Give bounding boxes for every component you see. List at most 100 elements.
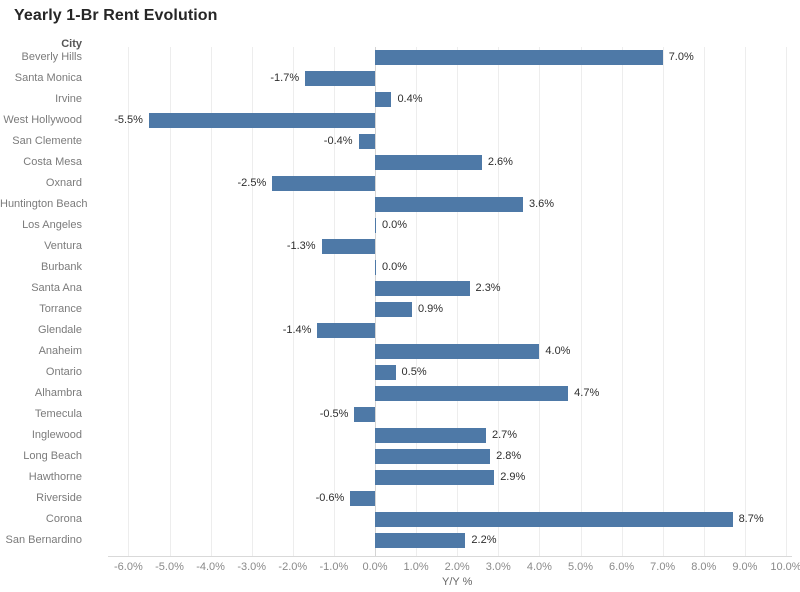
bar[interactable] (375, 50, 663, 65)
bar[interactable] (375, 428, 486, 443)
bar[interactable] (358, 134, 375, 149)
axis-tick-label: 10.0% (770, 561, 800, 573)
value-label: -0.6% (315, 492, 345, 504)
city-label: Long Beach (23, 450, 82, 462)
city-label: Temecula (34, 408, 82, 420)
bar[interactable] (375, 470, 495, 485)
bar[interactable] (375, 218, 376, 233)
city-label: San Clemente (12, 135, 82, 147)
bar[interactable] (354, 407, 375, 422)
zero-gridline (375, 47, 376, 556)
city-label: Alhambra (34, 387, 82, 399)
axis-tick-label: -4.0% (196, 561, 225, 573)
bar[interactable] (350, 491, 375, 506)
city-label: Torrance (39, 303, 82, 315)
bar[interactable] (375, 386, 569, 401)
value-label: -5.5% (114, 114, 143, 126)
gridline (128, 47, 130, 556)
axis-tick-label: 5.0% (567, 561, 594, 573)
city-label: West Hollywood (3, 114, 82, 126)
gridline (169, 47, 171, 556)
bar[interactable] (375, 281, 470, 296)
value-label: 7.0% (668, 51, 694, 63)
gridline (498, 47, 500, 556)
value-label: -2.5% (237, 177, 267, 189)
bar[interactable] (317, 323, 375, 338)
value-label: 0.0% (382, 219, 408, 231)
axis-tick-label: 2.0% (444, 561, 470, 573)
value-label: 0.5% (401, 366, 427, 378)
city-label: Burbank (41, 261, 82, 273)
gridline (292, 47, 294, 556)
gridline (744, 47, 746, 556)
city-label: Ventura (44, 240, 82, 252)
city-label: Oxnard (45, 177, 82, 189)
gridline (580, 47, 582, 556)
value-label: 2.9% (500, 471, 526, 483)
bar[interactable] (375, 92, 392, 107)
gridline (457, 47, 459, 556)
city-label: Inglewood (31, 429, 82, 441)
value-label: 8.7% (738, 513, 764, 525)
axis-tick-label: -6.0% (114, 561, 143, 573)
city-label: Santa Ana (31, 282, 82, 294)
x-axis-line (108, 556, 792, 557)
value-label: 2.3% (475, 282, 501, 294)
bar[interactable] (375, 449, 491, 464)
bar[interactable] (148, 113, 375, 128)
gridline (333, 47, 335, 556)
bar[interactable] (375, 533, 466, 548)
chart-title: Yearly 1-Br Rent Evolution (14, 7, 218, 24)
value-label: 2.8% (496, 450, 522, 462)
value-label: 0.4% (397, 93, 423, 105)
gridline (210, 47, 212, 556)
axis-tick-label: -3.0% (237, 561, 267, 573)
axis-tick-label: -2.0% (278, 561, 308, 573)
value-label: 2.7% (491, 429, 518, 441)
gridline (621, 47, 623, 556)
value-label: 0.0% (382, 261, 408, 273)
city-label: Anaheim (38, 345, 82, 357)
city-label: Corona (45, 513, 82, 525)
gridline (539, 47, 541, 556)
axis-tick-label: -5.0% (155, 561, 184, 573)
value-label: 2.2% (471, 534, 497, 546)
city-label: Glendale (37, 324, 82, 336)
city-label: Ontario (45, 366, 82, 378)
axis-tick-label: -1.0% (319, 561, 349, 573)
x-axis-title: Y/Y % (442, 576, 473, 588)
city-label: Costa Mesa (23, 156, 82, 168)
city-label: Irvine (55, 93, 82, 105)
bar[interactable] (375, 260, 376, 275)
bar[interactable] (375, 512, 733, 527)
bar[interactable] (375, 197, 523, 212)
bar[interactable] (375, 155, 482, 170)
value-label: -0.5% (319, 408, 349, 420)
bar[interactable] (375, 344, 540, 359)
bar[interactable] (375, 302, 412, 317)
value-label: 0.9% (417, 303, 444, 315)
bar[interactable] (375, 365, 396, 380)
axis-tick-label: 1.0% (403, 561, 429, 573)
axis-tick-label: 7.0% (650, 561, 676, 573)
value-label: 2.6% (487, 156, 513, 168)
axis-tick-label: 6.0% (609, 561, 635, 573)
gridline (703, 47, 705, 556)
city-label: Beverly Hills (21, 51, 82, 63)
bar[interactable] (305, 71, 375, 86)
value-label: -1.7% (270, 72, 300, 84)
axis-tick-label: 8.0% (691, 561, 717, 573)
gridline (662, 47, 664, 556)
gridline (416, 47, 418, 556)
city-label: San Bernardino (5, 534, 82, 546)
city-label: Riverside (36, 492, 82, 504)
column-header: City (61, 38, 82, 50)
axis-tick-label: 9.0% (732, 561, 758, 573)
city-label: Huntington Beach (0, 198, 88, 210)
bar[interactable] (321, 239, 375, 254)
axis-tick-label: 0.0% (362, 561, 388, 573)
bar[interactable] (272, 176, 375, 191)
value-label: -1.3% (286, 240, 316, 252)
gridline (786, 47, 787, 556)
